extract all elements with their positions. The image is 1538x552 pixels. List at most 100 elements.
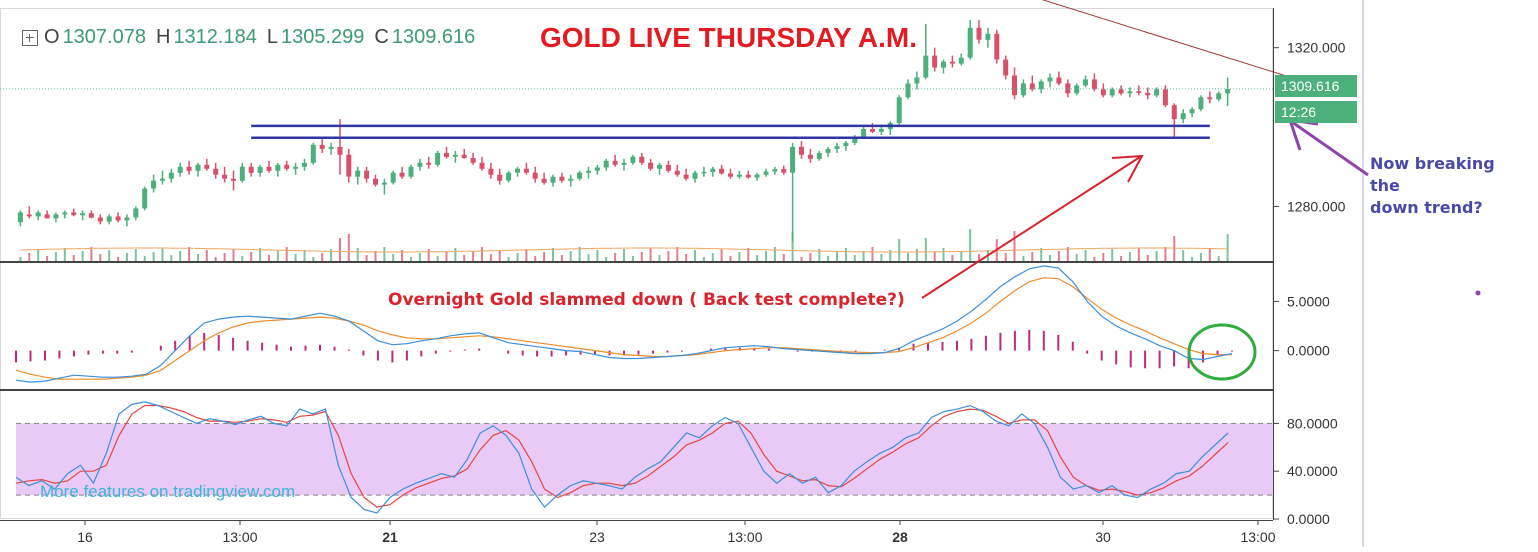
volume-bar [543,252,546,261]
volume-bar [933,252,936,261]
red-arrow-shaft [921,156,1141,299]
volume-bar [268,255,270,261]
volume-bar [37,249,40,261]
stoch-tick-label: 80.0000 [1287,415,1338,431]
volume-bar [1075,254,1078,261]
volume-bar [250,252,253,261]
candle-down [745,174,751,178]
volume-bar [951,255,954,261]
volume-bar [880,254,883,261]
volume-bar [569,251,572,261]
candle-up [577,172,583,179]
volume-bar [960,251,963,261]
volume-bar [223,253,226,261]
candle-up [1189,109,1195,114]
stoch-d-line [15,404,1229,508]
volume-bar [117,257,120,261]
candle-down [523,168,529,173]
candle-down [683,174,689,179]
candle-down [470,158,476,163]
volume-bar [631,256,634,261]
volume-bar [205,250,208,261]
time-tick-label: 28 [892,529,908,545]
candle-down [639,156,645,163]
volume-bar [1084,250,1087,261]
candle-down [1029,83,1035,90]
candle-up [302,162,307,167]
volume-bar [1182,250,1185,261]
time-tick-label: 30 [1095,529,1111,545]
candle-down [266,166,272,171]
volume-bar [1066,247,1069,261]
tradingview-watermark[interactable]: More features on tradingview.com [40,482,296,501]
volume-bar [392,254,395,261]
candle-down [1012,75,1017,96]
candle-up [905,83,911,98]
volume-bar [827,256,830,261]
volume-bar [427,249,430,261]
countdown-badge: 12:26 [1275,101,1357,123]
candle-down [88,213,94,218]
volume-bar [1164,247,1167,261]
candle-down [807,154,813,159]
candle-up [435,152,441,165]
volume-bar [125,253,128,261]
overlays [0,0,1286,140]
volume-bar [312,257,315,261]
stoch-k-line [15,401,1229,514]
candle-up [736,174,742,177]
candle-up [861,129,867,137]
right-margin-border [1362,0,1364,547]
candle-down [976,27,982,40]
candle-down [541,178,547,183]
candle-up [603,160,609,168]
volume-bar [596,250,599,261]
volume-bar [410,257,412,261]
candle-up [923,55,929,78]
time-tick-label: 16 [77,529,93,545]
candle-down [674,170,680,175]
volume-bar [347,234,350,261]
candle-up [568,178,574,181]
candle-down [231,178,236,181]
candle-up [62,212,68,215]
volume-bar [818,249,821,261]
candle-up [914,77,920,84]
macd-pane [15,265,1233,383]
volume-bar [871,247,874,261]
candle-up [825,148,831,153]
volume-bar [241,256,244,261]
volume-bar [1199,253,1202,261]
candle-down [1118,89,1124,94]
plus-icon[interactable] [22,29,38,46]
volume-bar [161,248,164,261]
ohlc-close-label: C [374,26,389,48]
volume-bar [862,251,865,261]
volume-bar [498,250,501,261]
volume-bar [152,252,155,261]
candle-down [1136,91,1142,93]
volume-bar [756,255,759,261]
candle-down [1162,89,1168,106]
volume-bar [552,248,554,261]
volume-bar [339,238,341,261]
ohlc-open-label: O [44,26,60,48]
candle-up [878,129,884,132]
candle-down [799,146,804,155]
candle-down [532,172,538,179]
volume-bar [587,254,590,261]
ohlc-close-value: 1309.616 [391,26,476,48]
volume-bar [472,251,475,261]
time-tick-label: 21 [382,529,398,545]
candle-up [35,212,41,217]
candle-up [763,171,769,175]
candle-up [239,166,245,181]
volume-bar [232,249,235,261]
volume-bar [54,252,57,261]
volume-bar [374,251,377,261]
volume-bar [63,248,66,261]
purple-arrow-shaft [1291,120,1369,177]
candle-down [71,212,77,216]
volume-bar [72,255,75,261]
candle-down [781,169,787,173]
